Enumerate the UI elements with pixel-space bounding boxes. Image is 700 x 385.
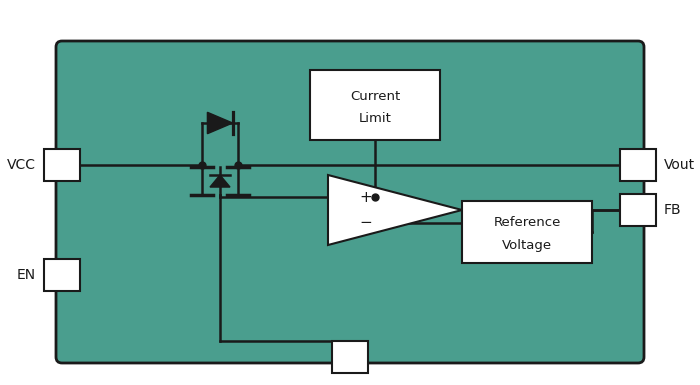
Text: +: + bbox=[359, 190, 372, 205]
Bar bbox=[310, 70, 440, 140]
Polygon shape bbox=[328, 175, 462, 245]
Text: Limit: Limit bbox=[358, 112, 391, 126]
Bar bbox=[620, 149, 656, 181]
Text: Current: Current bbox=[350, 90, 400, 103]
Polygon shape bbox=[210, 175, 230, 187]
Text: VCC: VCC bbox=[7, 158, 36, 172]
Text: −: − bbox=[359, 215, 372, 230]
Bar bbox=[620, 194, 656, 226]
Text: EN: EN bbox=[17, 268, 36, 282]
Bar bbox=[44, 259, 80, 291]
Text: Vout: Vout bbox=[664, 158, 695, 172]
Text: Reference: Reference bbox=[494, 216, 561, 229]
FancyBboxPatch shape bbox=[56, 41, 644, 363]
Bar bbox=[462, 201, 592, 263]
Bar bbox=[44, 149, 80, 181]
Text: Voltage: Voltage bbox=[502, 239, 552, 252]
Bar bbox=[332, 341, 368, 373]
Polygon shape bbox=[207, 112, 232, 134]
Text: FB: FB bbox=[664, 203, 682, 217]
